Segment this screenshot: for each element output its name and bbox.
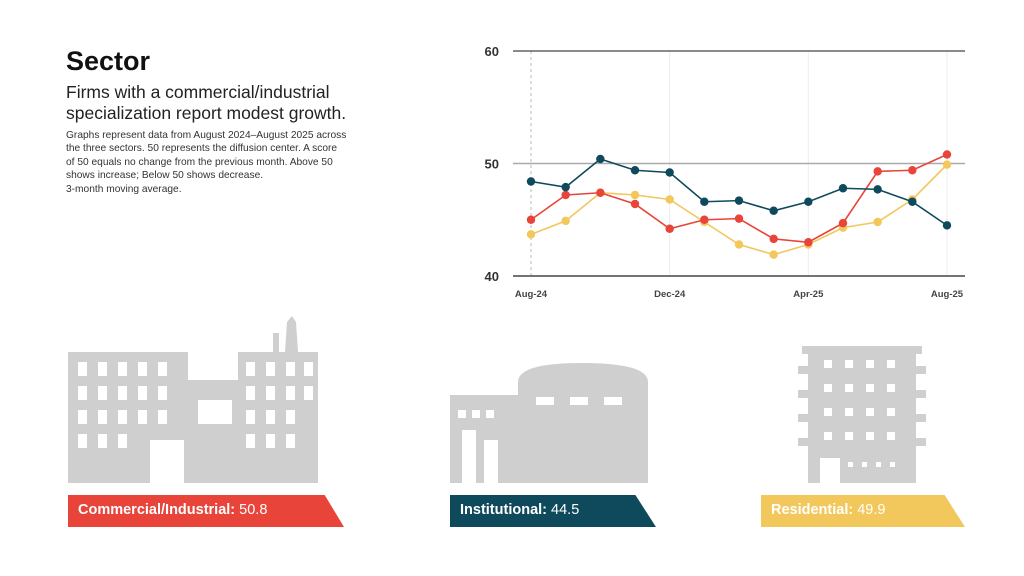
institutional-banner: Institutional: 44.5 — [450, 495, 656, 527]
commercial-point — [838, 218, 848, 228]
banner-text: Commercial/Industrial: 50.8 — [78, 502, 267, 518]
commercial-point — [804, 238, 813, 247]
description-line: 3-month moving average. — [66, 183, 182, 195]
residential-point — [734, 240, 744, 249]
sector-value: 49.9 — [857, 502, 886, 518]
institutional-point — [526, 177, 536, 186]
institutional-point — [838, 184, 848, 193]
institutional-point — [665, 168, 674, 177]
y-tick-label: 60 — [485, 44, 499, 59]
commercial-point — [734, 214, 744, 223]
institutional-point — [908, 197, 917, 206]
residential-point — [526, 230, 536, 239]
page-title: Sector — [66, 46, 151, 76]
factory-icon — [68, 316, 318, 483]
sector-value: 50.8 — [239, 502, 268, 518]
residential-banner: Residential: 49.9 — [761, 495, 965, 527]
institutional-point — [734, 196, 744, 205]
x-tick-label: Aug-24 — [515, 289, 548, 300]
institution-building-icon — [450, 363, 648, 483]
residential-point — [630, 190, 640, 200]
sector-label: Commercial/Industrial: — [78, 502, 236, 518]
commercial-point — [769, 234, 778, 244]
institutional-point — [596, 154, 605, 164]
institutional-point — [942, 221, 952, 230]
sector-label: Residential: — [771, 502, 854, 518]
description-line: the three sectors. 50 represents the dif… — [66, 143, 338, 155]
description-line: of 50 equals no change from the previous… — [66, 156, 333, 168]
commercial-point — [630, 199, 640, 209]
commercial-point — [908, 166, 917, 175]
y-tick-label: 40 — [485, 269, 499, 284]
residential-point — [873, 217, 882, 227]
sector-value: 44.5 — [551, 502, 580, 518]
x-tick-label: Dec-24 — [654, 289, 686, 300]
commercial-point — [873, 167, 882, 176]
banner-text: Institutional: 44.5 — [460, 502, 579, 518]
banner-text: Residential: 49.9 — [771, 502, 885, 518]
commercial-point — [596, 188, 605, 197]
commercial-industrial-banner: Commercial/Industrial: 50.8 — [68, 495, 344, 527]
residential-point — [942, 160, 952, 169]
x-tick-label: Apr-25 — [793, 289, 824, 300]
commercial-point — [561, 190, 570, 200]
description-line: shows increase; Below 50 shows decrease. — [66, 170, 264, 182]
line-chart: Aug-24 Dec-24 Apr-25 Aug-25 40 50 60 — [485, 44, 965, 300]
residential-point — [561, 216, 570, 226]
institutional-point — [804, 197, 813, 206]
commercial-point — [665, 224, 674, 233]
apartment-building-icon — [798, 346, 926, 483]
x-tick-label: Aug-25 — [931, 289, 964, 300]
sector-label: Institutional: — [460, 502, 547, 518]
commercial-point — [700, 215, 709, 224]
commercial-point — [526, 215, 536, 224]
description: Graphs represent data from August 2024–A… — [66, 129, 386, 196]
y-tick-label: 50 — [485, 157, 499, 172]
institutional-point — [561, 182, 570, 192]
subtitle: Firms with a commercial/industrial speci… — [66, 82, 347, 123]
institutional-point — [873, 185, 882, 194]
institutional-point — [630, 166, 640, 175]
residential-point — [769, 250, 778, 259]
institutional-point — [700, 197, 709, 206]
institutional-point — [769, 206, 778, 215]
residential-point — [665, 195, 674, 204]
commercial-point — [942, 150, 952, 159]
description-line: Graphs represent data from August 2024–A… — [66, 130, 347, 141]
